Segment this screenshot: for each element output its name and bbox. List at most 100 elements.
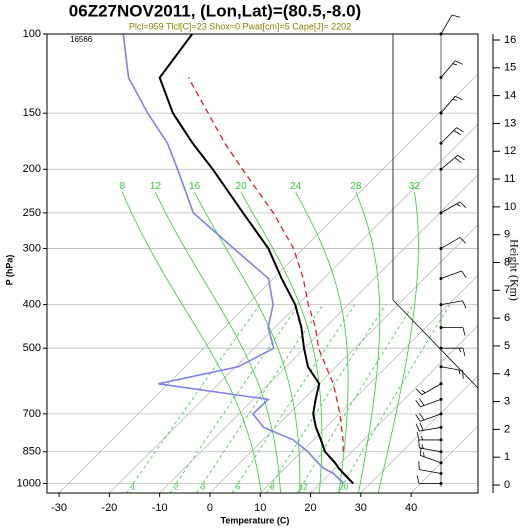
- mixing-ratio-line: [231, 304, 356, 493]
- barb-feather: [419, 422, 424, 431]
- y2-tick-label: 12: [504, 145, 516, 157]
- y2-tick-label: 3: [504, 395, 510, 407]
- y-tick-label: 400: [23, 299, 41, 311]
- barb-feather: [456, 127, 464, 133]
- barb-base: [439, 438, 443, 442]
- moist-adiabat-label: 20: [236, 181, 248, 192]
- mixing-ratio-label: 5: [236, 483, 241, 492]
- wind-barb: [418, 439, 443, 454]
- barb-region-edge: [392, 34, 479, 389]
- y2-tick-label: 9: [504, 229, 510, 241]
- barb-feather: [419, 398, 425, 406]
- wind-barb: [439, 95, 463, 115]
- wind-barb: [439, 154, 465, 171]
- barb-staff: [440, 154, 459, 170]
- wind-barb: [439, 201, 467, 215]
- barb-base: [439, 346, 443, 350]
- y2-axis-label: Height (Km): [507, 239, 521, 301]
- barb-staff: [419, 469, 442, 474]
- y2-tick-label: 15: [504, 62, 516, 74]
- moist-adiabat-label: 28: [350, 181, 362, 192]
- barb-feather: [418, 461, 420, 470]
- moist-adiabat-label: 12: [150, 181, 162, 192]
- moist-adiabat-label: 32: [409, 181, 421, 192]
- barb-base: [439, 326, 443, 330]
- wind-barb: [439, 270, 467, 281]
- isotherm: [159, 174, 478, 493]
- y2-tick-label: 2: [504, 423, 510, 435]
- y-tick-label: 100: [23, 28, 41, 40]
- barb-feather: [418, 439, 420, 448]
- parcel-line: [187, 77, 344, 452]
- wind-barb: [439, 127, 464, 145]
- moist-adiabat: [355, 192, 381, 493]
- x-tick-label: 30: [355, 502, 367, 514]
- barb-staff: [420, 399, 442, 408]
- wind-barb: [415, 397, 443, 408]
- barb-feather: [454, 157, 462, 163]
- barb-feather: [462, 300, 467, 309]
- barb-base: [439, 76, 443, 80]
- barb-base: [439, 412, 443, 416]
- x-tick-label: 0: [207, 502, 213, 514]
- y2-tick-label: 11: [504, 173, 515, 185]
- barb-base: [439, 450, 443, 454]
- isotherm: [109, 123, 478, 493]
- barb-staff: [420, 413, 442, 422]
- wind-barb: [439, 365, 464, 379]
- barb-base: [439, 382, 443, 386]
- mixing-ratio-label: 12: [299, 483, 308, 492]
- barb-base: [439, 32, 443, 36]
- barb-feather: [421, 444, 424, 449]
- barb-base: [439, 365, 443, 369]
- barb-feather: [415, 423, 420, 432]
- wind-barb: [439, 14, 461, 36]
- plot-frame: [46, 33, 479, 494]
- x-tick-label: -30: [51, 502, 67, 514]
- x-tick-label: -20: [101, 502, 117, 514]
- barb-feather: [415, 388, 423, 396]
- barb-staff: [440, 300, 463, 306]
- isotherm: [310, 324, 478, 493]
- isotherm: [209, 224, 478, 493]
- y2-tick-label: 7: [504, 284, 510, 296]
- barb-staff: [440, 96, 456, 114]
- barb-staff: [440, 14, 453, 35]
- wind-barb: [418, 461, 443, 475]
- y-tick-label: 300: [23, 242, 41, 254]
- wind-barb: [439, 60, 463, 80]
- y2-tick-label: 5: [504, 340, 510, 352]
- barb-staff: [440, 201, 461, 214]
- barb-feather: [452, 63, 458, 66]
- y-tick-label: 150: [23, 107, 41, 119]
- barb-feather: [454, 60, 463, 65]
- barb-staff: [440, 127, 457, 144]
- moist-adiabat-label: 8: [120, 181, 126, 192]
- mixing-ratio-label: 3: [201, 483, 206, 492]
- barb-feather: [458, 369, 461, 375]
- barb-base: [439, 425, 443, 429]
- wind-barb: [439, 300, 467, 309]
- moist-adiabat: [194, 192, 301, 493]
- mixing-ratio-line: [126, 304, 261, 493]
- moist-adiabat: [155, 192, 281, 493]
- barb-base: [439, 481, 443, 485]
- y-tick-label: 250: [23, 207, 41, 219]
- mixing-ratio-line: [338, 304, 451, 493]
- moist-adiabat: [295, 192, 349, 493]
- mixing-ratio-line: [196, 304, 324, 493]
- y2-tick-label: 1: [504, 451, 510, 463]
- moist-adiabat: [121, 192, 262, 493]
- plot-area: [47, 34, 478, 493]
- wind-barb: [415, 382, 443, 396]
- y2-tick-label: 10: [504, 201, 516, 213]
- x-tick-label: 20: [304, 502, 316, 514]
- isotherm: [259, 274, 478, 493]
- barb-feather: [415, 414, 421, 422]
- moist-adiabat: [377, 192, 419, 493]
- y2-tick-label: 6: [504, 312, 510, 324]
- mixing-ratio-line: [169, 304, 300, 493]
- mixing-ratio-label: 8: [270, 483, 275, 492]
- barb-feather: [416, 431, 420, 441]
- barb-base: [439, 167, 443, 171]
